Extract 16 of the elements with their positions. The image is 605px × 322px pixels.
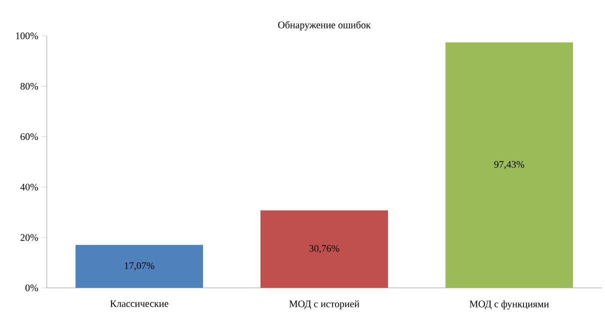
y-tick-label: 100%	[16, 32, 38, 40]
bar	[445, 42, 573, 288]
data-label: 97,43%	[494, 161, 524, 170]
y-tick-label: 0%	[25, 284, 38, 292]
bar	[260, 210, 388, 288]
x-tick-label: МОД с функциями	[470, 300, 549, 310]
x-tick-label: Классические	[110, 300, 168, 308]
y-tick-label: 20%	[20, 234, 38, 241]
x-tick-label: МОД с историей	[289, 300, 360, 310]
bar	[76, 244, 204, 288]
data-label: 17,07%	[124, 262, 154, 271]
y-tick-label: 40%	[20, 184, 38, 191]
y-tick-label: 60%	[20, 133, 38, 140]
y-tick-label: 80%	[20, 83, 38, 90]
data-label: 30,76%	[309, 245, 340, 254]
chart-title: Обнаружение ошибок	[278, 21, 371, 30]
